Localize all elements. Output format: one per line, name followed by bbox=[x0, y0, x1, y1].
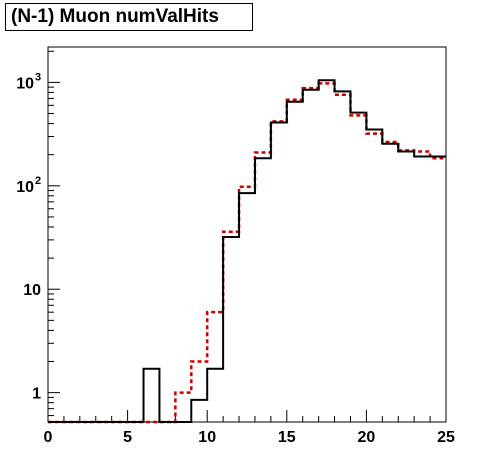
y-tick-exponent: 3 bbox=[35, 71, 41, 83]
x-tick-label: 20 bbox=[358, 429, 376, 446]
x-tick-label: 10 bbox=[198, 429, 216, 446]
x-tick-label: 0 bbox=[44, 429, 53, 446]
plot-frame bbox=[47, 46, 447, 423]
y-tick-label: 10 bbox=[16, 179, 34, 196]
x-axis: 0 5 10 15 20 25 bbox=[44, 410, 455, 446]
histogram-series-1 bbox=[48, 82, 446, 424]
series-layer bbox=[48, 79, 446, 424]
x-tick-label: 25 bbox=[437, 429, 455, 446]
y-tick-label: 10 bbox=[16, 75, 34, 92]
y-tick-label: 10 bbox=[23, 282, 41, 299]
x-tick-label: 5 bbox=[123, 429, 132, 446]
chart-title: (N-1) Muon numValHits bbox=[5, 3, 253, 31]
y-tick-exponent: 2 bbox=[35, 175, 41, 187]
x-tick-label: 15 bbox=[278, 429, 296, 446]
y-tick-label: 1 bbox=[32, 386, 41, 403]
histogram-series-0 bbox=[48, 79, 446, 423]
